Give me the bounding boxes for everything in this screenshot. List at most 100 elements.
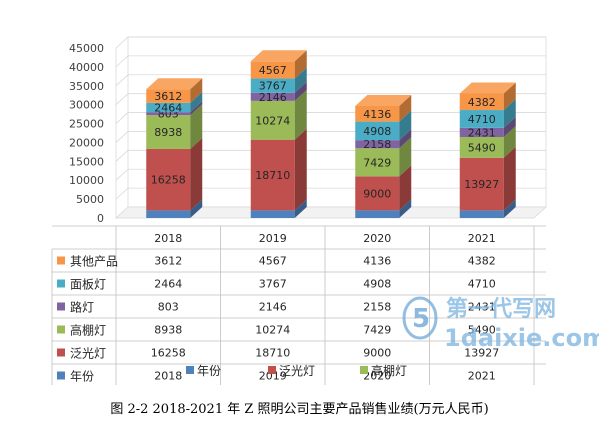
bar-segment-side xyxy=(399,137,412,177)
bar-segment-front xyxy=(355,140,400,149)
bar-segment-front xyxy=(146,102,191,113)
y-tick-label: 5000 xyxy=(76,193,104,206)
table-cell: 4136 xyxy=(363,255,391,268)
table-cell: 16258 xyxy=(151,347,186,360)
y-tick-label: 10000 xyxy=(69,174,104,187)
data-label: 5490 xyxy=(468,141,496,154)
y-tick-label: 20000 xyxy=(69,136,104,149)
bar-segment-side xyxy=(190,137,203,211)
data-label: 2158 xyxy=(363,138,391,151)
gridline xyxy=(115,93,546,105)
table-cell: 10274 xyxy=(255,324,290,337)
bar-segment-front xyxy=(355,210,400,218)
table-cell: 4567 xyxy=(259,255,287,268)
bar-segment-side xyxy=(503,199,516,218)
watermark-logo xyxy=(402,296,438,340)
y-tick-label: 15000 xyxy=(69,155,104,168)
table-cell: 2146 xyxy=(259,301,287,314)
data-label: 2146 xyxy=(259,91,287,104)
table-series-label: 路灯 xyxy=(70,300,94,315)
bar-segment-front xyxy=(146,210,191,218)
data-label: 3767 xyxy=(259,80,287,93)
bar-segment-front xyxy=(459,93,504,111)
gridline xyxy=(115,74,546,87)
bar-segment-front xyxy=(250,78,295,93)
data-label: 4382 xyxy=(468,96,496,109)
bar-segment-front xyxy=(459,210,504,218)
bar-segment-side xyxy=(503,99,516,128)
y-tick-label: 40000 xyxy=(69,61,104,74)
table-cell: 2021 xyxy=(468,370,496,383)
table-legend-key xyxy=(57,325,65,334)
y-tick-label: 30000 xyxy=(69,99,104,112)
data-label: 2464 xyxy=(154,102,182,115)
bar-segment-top xyxy=(355,94,412,106)
table-series-label: 年份 xyxy=(70,370,94,384)
bar-segment-front xyxy=(250,100,295,140)
bar-segment-front xyxy=(355,105,400,122)
bar-segment-side xyxy=(294,50,307,79)
table-cell: 3612 xyxy=(154,255,182,268)
data-label: 4136 xyxy=(363,108,391,121)
bar-segment-side xyxy=(503,146,516,211)
chart-frame: 0 5000 10000 15000 20000 25000 30000 35000 40000… xyxy=(51,36,599,385)
watermark-line2: 1daixie.com xyxy=(444,324,599,352)
table-cell: 2464 xyxy=(154,278,182,291)
data-label: 4567 xyxy=(259,64,287,77)
x-tick-label: 2018 xyxy=(154,232,182,245)
bar-segment-side xyxy=(399,94,412,122)
table-legend-key xyxy=(57,371,65,380)
bar-segment-front xyxy=(355,176,400,211)
y-tick-label: 45000 xyxy=(69,42,104,55)
table-cell: 7429 xyxy=(363,324,391,337)
table-legend-key xyxy=(57,256,65,265)
table-cell: 9000 xyxy=(363,347,391,360)
table-cell: 8938 xyxy=(154,324,182,337)
table-cell: 2020 xyxy=(363,370,391,383)
bar-segment-side xyxy=(399,165,412,211)
bar-segment-front xyxy=(146,89,191,103)
data-label: 10274 xyxy=(255,114,290,127)
y-tick-label: 25000 xyxy=(69,118,104,131)
figure-caption: 图 2-2 2018-2021 年 Z 照明公司主要产品销售业绩(万元人民币) xyxy=(110,402,489,417)
table-cell: 13927 xyxy=(464,347,499,360)
bar-segment-top xyxy=(146,78,203,90)
legend-key xyxy=(268,366,276,374)
data-label: 3612 xyxy=(154,90,182,103)
x-tick-label: 2021 xyxy=(468,232,496,245)
bar-segment-front xyxy=(250,139,295,211)
bar-segment-side xyxy=(294,67,307,93)
legend-label: 泛光灯 xyxy=(279,364,315,378)
table-series-label: 高棚灯 xyxy=(70,323,106,338)
table-legend-key xyxy=(57,279,65,288)
data-label: 16258 xyxy=(151,174,186,187)
gridline xyxy=(115,55,546,68)
bar-segment-top xyxy=(459,82,516,94)
bar-segment-side xyxy=(190,101,203,116)
bar-segment-front xyxy=(459,127,504,138)
table-cell: 4908 xyxy=(363,278,391,291)
bar-segment-side xyxy=(190,78,203,103)
table-cell: 2018 xyxy=(154,370,182,383)
bar-segment-side xyxy=(190,199,203,218)
legend-key xyxy=(360,366,368,374)
bar-segment-side xyxy=(190,91,203,113)
bar-segment-front xyxy=(250,92,295,101)
table-series-label: 泛光灯 xyxy=(70,347,106,361)
legend-key xyxy=(186,366,194,374)
bar-segment-side xyxy=(294,89,307,140)
legend-label: 年份 xyxy=(197,364,221,378)
x-tick-label: 2020 xyxy=(363,232,391,245)
table-cell: 4710 xyxy=(468,278,496,291)
bar-segment-front xyxy=(146,112,191,116)
bar-segment-front xyxy=(459,157,504,211)
table-cell: 3767 xyxy=(259,278,287,291)
data-label: 4908 xyxy=(363,125,391,138)
data-label: 18710 xyxy=(255,169,290,182)
bar-segment-side xyxy=(294,128,307,211)
bar-segment-front xyxy=(459,137,504,158)
bar-segment-side xyxy=(190,104,203,149)
bar-segment-side xyxy=(294,199,307,218)
bar-segment-side xyxy=(503,126,516,158)
bar-segment-side xyxy=(399,110,412,141)
